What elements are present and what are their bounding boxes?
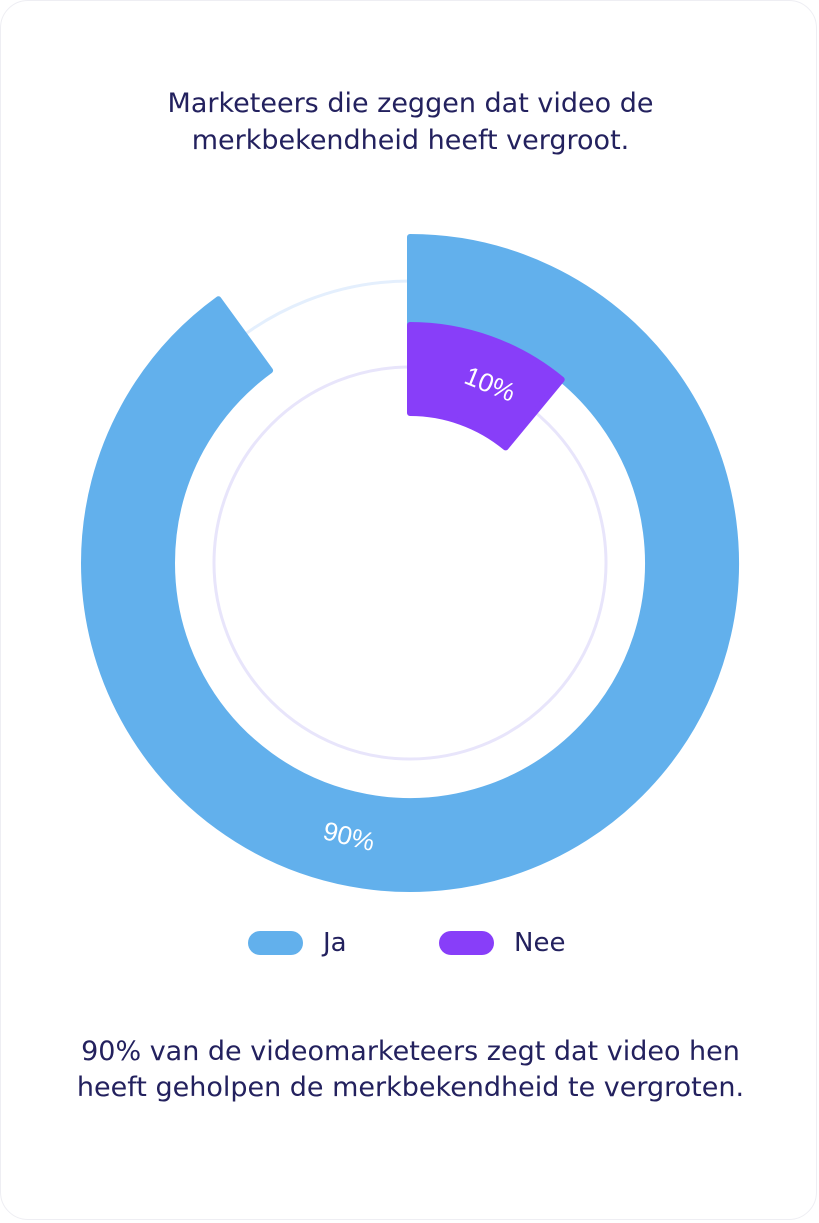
arc-nee bbox=[407, 322, 565, 451]
legend-label-ja: Ja bbox=[323, 928, 347, 958]
chart-title: Marketeers die zeggen dat video de merkb… bbox=[167, 88, 654, 156]
chart-caption: 90% van de videomarketeers zegt dat vide… bbox=[76, 1036, 745, 1103]
legend-swatch-nee bbox=[439, 931, 494, 955]
arc-ja bbox=[81, 234, 739, 892]
chart-legend: Ja Nee bbox=[1, 926, 819, 960]
legend-item-ja: Ja bbox=[248, 926, 347, 960]
legend-label-nee: Nee bbox=[514, 928, 566, 958]
legend-item-nee: Nee bbox=[439, 926, 565, 960]
inner-track-ring bbox=[212, 365, 608, 761]
legend-swatch-ja bbox=[248, 931, 303, 955]
